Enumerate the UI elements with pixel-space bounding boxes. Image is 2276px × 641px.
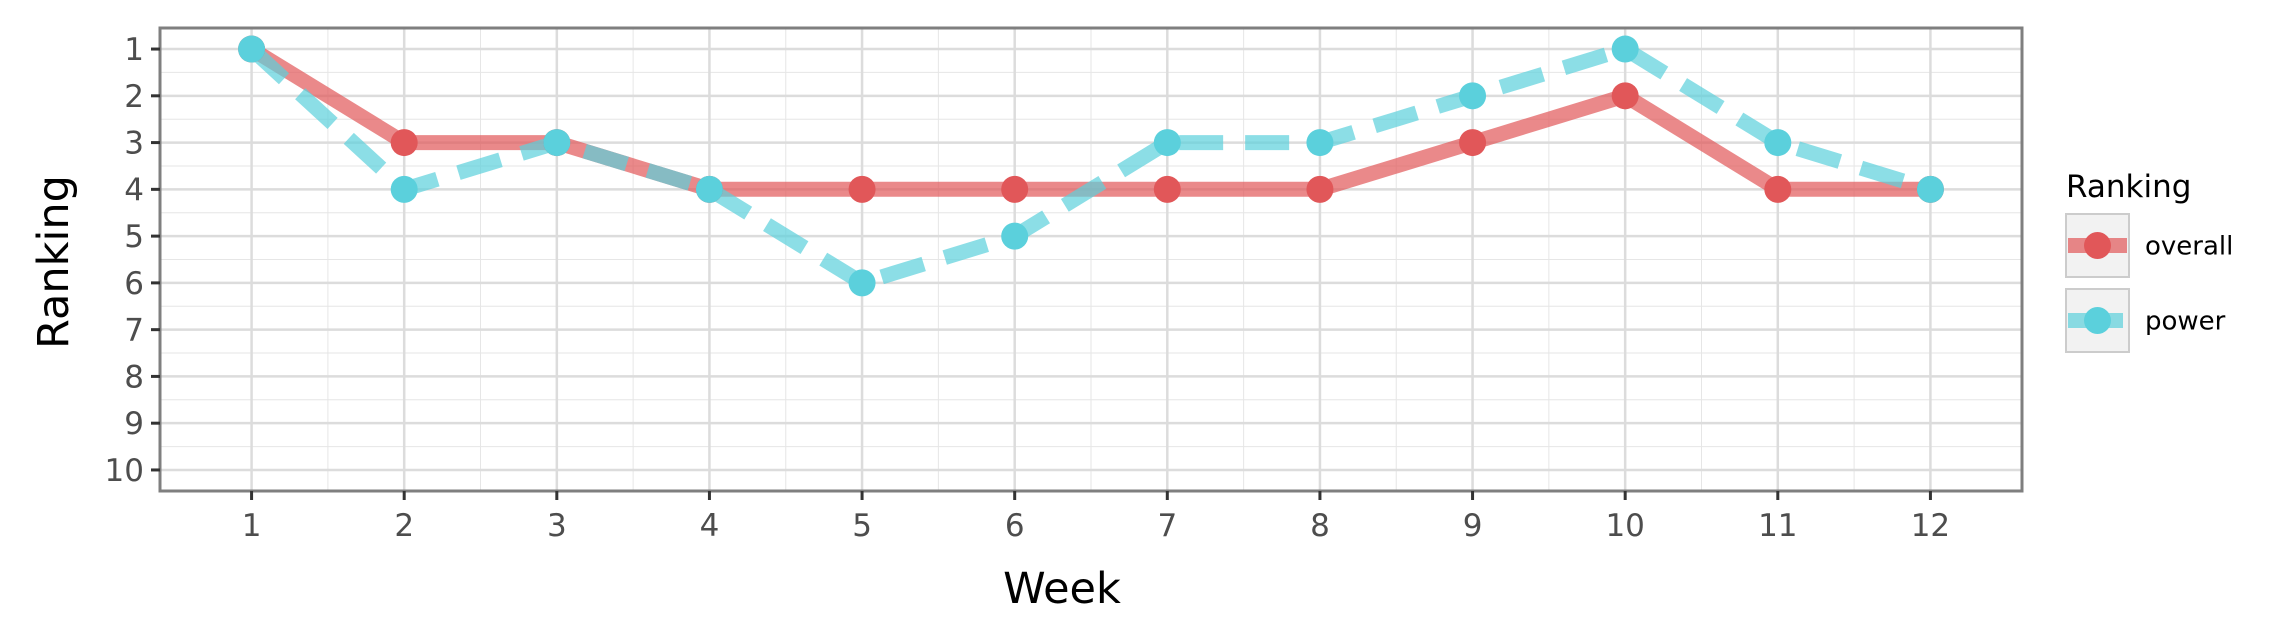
y-tick-label: 7 xyxy=(124,313,144,349)
series-line-power xyxy=(246,41,1933,291)
data-point-overall xyxy=(1459,129,1487,157)
x-tick-label: 9 xyxy=(1463,508,1483,544)
series-layer xyxy=(238,35,1944,297)
legend-point-overall xyxy=(2084,232,2111,259)
x-axis-title: Week xyxy=(1003,564,1121,614)
x-tick-label: 11 xyxy=(1758,508,1797,544)
data-point-power xyxy=(238,35,266,63)
x-tick-label: 7 xyxy=(1157,508,1177,544)
data-point-power xyxy=(1459,82,1487,110)
data-point-overall xyxy=(1764,175,1792,203)
legend-label-power: power xyxy=(2145,307,2226,337)
data-point-overall xyxy=(1153,175,1181,203)
data-point-power xyxy=(1306,129,1334,157)
y-tick-label: 8 xyxy=(124,359,144,395)
legend: Ranking overall power xyxy=(2065,169,2233,353)
data-point-power xyxy=(695,175,723,203)
x-tick-label: 12 xyxy=(1911,508,1950,544)
data-point-power xyxy=(1153,129,1181,157)
legend-items: overall power xyxy=(2065,213,2233,353)
y-tick-label: 5 xyxy=(124,219,144,255)
data-point-overall xyxy=(848,175,876,203)
legend-point-power xyxy=(2084,307,2111,334)
data-point-power xyxy=(848,269,876,297)
y-tick-label: 6 xyxy=(124,266,144,302)
x-tick-label: 8 xyxy=(1310,508,1330,544)
data-point-power xyxy=(1611,35,1639,63)
data-point-power xyxy=(1001,222,1029,250)
data-point-overall xyxy=(390,129,418,157)
panel-border xyxy=(158,26,2024,493)
x-tick-label: 1 xyxy=(242,508,262,544)
y-tick-label: 2 xyxy=(124,79,144,115)
data-point-power xyxy=(1916,175,1944,203)
data-point-power xyxy=(390,175,418,203)
y-tick-label: 4 xyxy=(124,172,144,208)
y-axis-title: Ranking xyxy=(29,175,79,349)
y-tick-label: 3 xyxy=(124,126,144,162)
data-point-overall xyxy=(1306,175,1334,203)
y-tick-label: 9 xyxy=(124,406,144,442)
y-tick-label: 10 xyxy=(105,453,144,489)
x-tick-label: 2 xyxy=(394,508,414,544)
legend-title: Ranking xyxy=(2066,169,2191,205)
data-point-overall xyxy=(1611,82,1639,110)
legend-label-overall: overall xyxy=(2145,232,2233,262)
x-tick-label: 3 xyxy=(547,508,567,544)
x-tick-label: 4 xyxy=(700,508,720,544)
x-tick-label: 5 xyxy=(852,508,872,544)
y-tick-label: 1 xyxy=(124,32,144,68)
x-tick-label: 10 xyxy=(1605,508,1644,544)
data-point-power xyxy=(1764,129,1792,157)
data-point-overall xyxy=(1001,175,1029,203)
data-point-power xyxy=(543,129,571,157)
x-tick-label: 6 xyxy=(1005,508,1025,544)
